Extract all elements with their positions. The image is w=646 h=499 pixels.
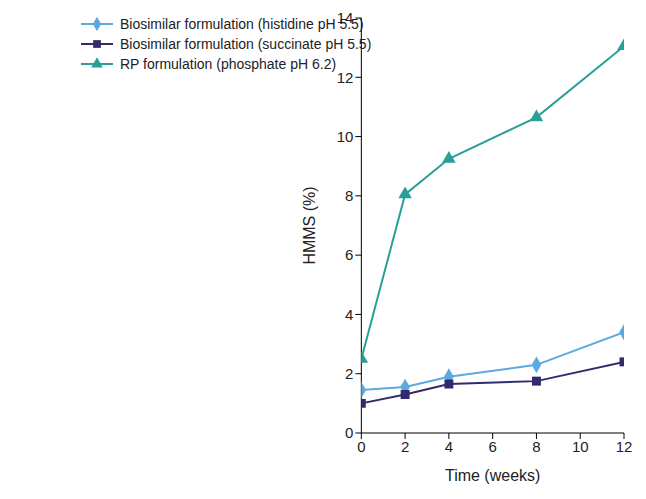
- svg-text:0: 0: [345, 424, 353, 441]
- svg-text:10: 10: [337, 128, 354, 145]
- svg-text:Time (weeks): Time (weeks): [445, 467, 540, 484]
- svg-text:12: 12: [337, 69, 354, 86]
- svg-text:2: 2: [345, 365, 353, 382]
- svg-text:4: 4: [445, 438, 453, 455]
- svg-text:HMMS (%): HMMS (%): [301, 186, 318, 264]
- svg-text:12: 12: [616, 438, 633, 455]
- svg-text:4: 4: [345, 306, 353, 323]
- svg-text:8: 8: [345, 187, 353, 204]
- svg-text:2: 2: [401, 438, 409, 455]
- svg-text:6: 6: [488, 438, 496, 455]
- svg-text:0: 0: [357, 438, 365, 455]
- svg-text:14: 14: [337, 9, 354, 26]
- svg-text:6: 6: [345, 246, 353, 263]
- svg-text:10: 10: [572, 438, 589, 455]
- svg-text:8: 8: [532, 438, 540, 455]
